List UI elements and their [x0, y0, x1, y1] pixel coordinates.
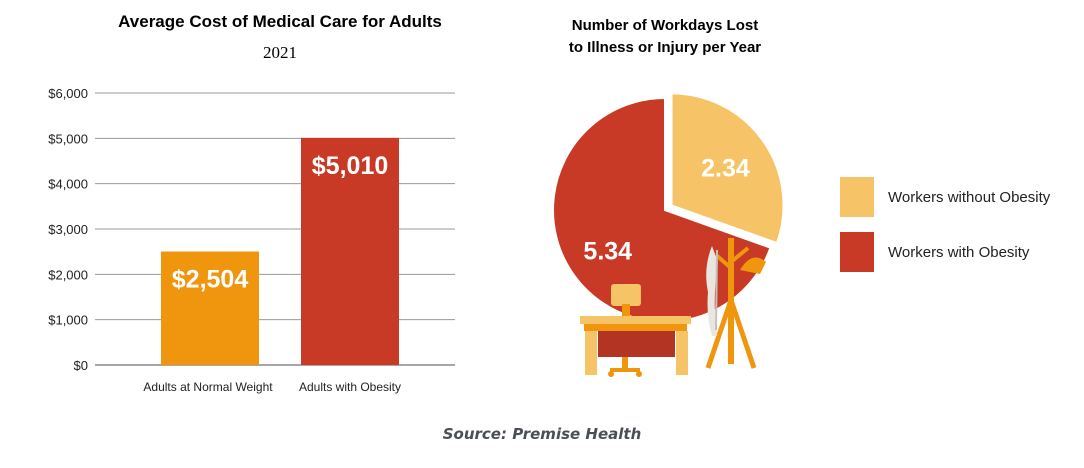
y-tick-label: $3,000 — [48, 222, 88, 237]
bar — [161, 251, 259, 365]
y-tick-label: $0 — [74, 358, 88, 373]
pie-chart-data-labels: 2.34 5.34 — [583, 154, 749, 265]
office-illustration — [580, 238, 766, 377]
x-category-label: Adults at Normal Weight — [143, 380, 273, 394]
pie-chart-slices — [552, 92, 785, 323]
y-tick-label: $2,000 — [48, 267, 88, 282]
desk-icon — [580, 284, 691, 377]
pie-chart-title-line-1: Number of Workdays Lost — [572, 17, 758, 34]
legend-label: Workers without Obesity — [888, 189, 1051, 206]
bar-chart-bars: $2,504 $5,010 — [161, 137, 399, 365]
pie-value-label: 5.34 — [583, 237, 632, 265]
bar — [301, 137, 399, 365]
legend-label: Workers with Obesity — [888, 244, 1030, 261]
pie-value-label: 2.34 — [701, 154, 750, 182]
bar-chart-grid — [95, 92, 455, 366]
bar-chart-x-axis: Adults at Normal Weight Adults with Obesi… — [143, 380, 401, 394]
legend-swatch — [840, 177, 874, 217]
legend-swatch — [840, 232, 874, 272]
bar-chart-title: Average Cost of Medical Care for Adults — [118, 12, 442, 31]
bar-chart-subtitle: 2021 — [263, 43, 297, 62]
pie-slice — [670, 92, 785, 245]
pie-chart-legend: Workers without Obesity Workers with Obes… — [840, 177, 1051, 272]
chart-canvas: Average Cost of Medical Care for Adults … — [48, 12, 1051, 394]
y-tick-label: $4,000 — [48, 177, 88, 192]
coat-rack-icon — [705, 238, 766, 369]
y-tick-label: $1,000 — [48, 313, 88, 328]
x-category-label: Adults with Obesity — [299, 380, 401, 394]
y-tick-label: $5,000 — [48, 131, 88, 146]
bar-value-label: $2,504 — [172, 265, 249, 293]
source-caption: Source: Premise Health — [442, 425, 642, 443]
y-tick-label: $6,000 — [48, 86, 88, 101]
bar-value-label: $5,010 — [312, 152, 388, 180]
bar-chart-y-axis: $0 $1,000 $2,000 $3,000 $4,000 $5,000 $6,000 — [48, 86, 88, 373]
pie-chart-title-line-2: to Illness or Injury per Year — [569, 39, 761, 56]
